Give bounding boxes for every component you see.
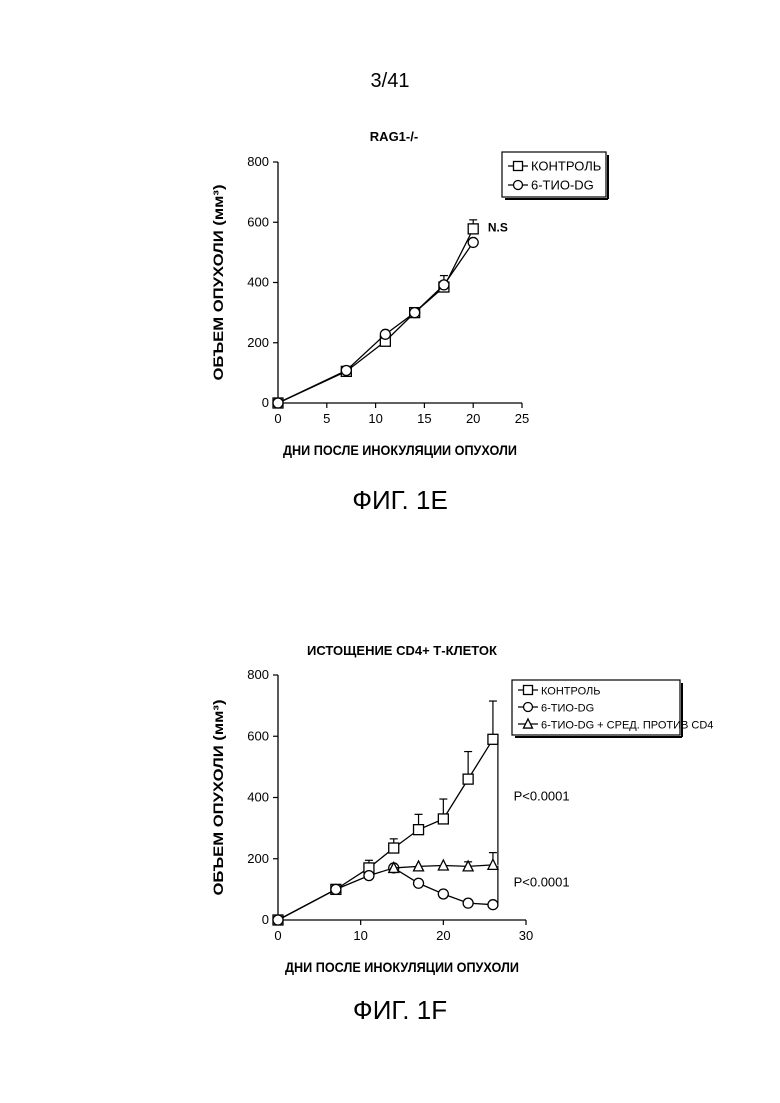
y-tick-label: 400 — [247, 790, 269, 805]
legend-label: 6-ТИО-DG — [541, 703, 594, 715]
data-point — [414, 878, 424, 888]
annotation-label: P<0.0001 — [514, 789, 570, 804]
data-point — [414, 825, 424, 835]
data-point — [488, 900, 498, 910]
y-tick-label: 800 — [247, 667, 269, 682]
data-point — [488, 734, 498, 744]
legend-label: 6-ТИО-DG + СРЕД. ПРОТИВ CD4 — [541, 720, 713, 732]
series-line — [278, 739, 493, 920]
data-point — [389, 843, 399, 853]
data-point — [488, 859, 498, 869]
figure-caption-1f: ФИГ. 1F — [0, 995, 780, 1026]
chart-title: ИСТОЩЕНИЕ CD4+ Т-КЛЕТОК — [307, 643, 497, 658]
legend-marker — [524, 703, 533, 712]
legend-marker — [524, 686, 533, 695]
data-point — [331, 884, 341, 894]
y-axis-label: ОБЪЕМ ОПУХОЛИ (мм³) — [211, 700, 226, 896]
x-tick-label: 20 — [436, 928, 450, 943]
y-tick-label: 0 — [262, 912, 269, 927]
data-point — [463, 774, 473, 784]
data-point — [364, 871, 374, 881]
data-point — [273, 915, 283, 925]
x-tick-label: 30 — [519, 928, 533, 943]
y-tick-label: 200 — [247, 851, 269, 866]
annotation-label: P<0.0001 — [514, 874, 570, 889]
x-tick-label: 0 — [274, 928, 281, 943]
data-point — [438, 814, 448, 824]
x-axis-label: ДНИ ПОСЛЕ ИНОКУЛЯЦИИ ОПУХОЛИ — [285, 960, 519, 975]
data-point — [463, 898, 473, 908]
y-tick-label: 600 — [247, 728, 269, 743]
data-point — [438, 889, 448, 899]
series-line — [278, 868, 493, 920]
x-tick-label: 10 — [353, 928, 367, 943]
legend-label: КОНТРОЛЬ — [541, 686, 600, 698]
